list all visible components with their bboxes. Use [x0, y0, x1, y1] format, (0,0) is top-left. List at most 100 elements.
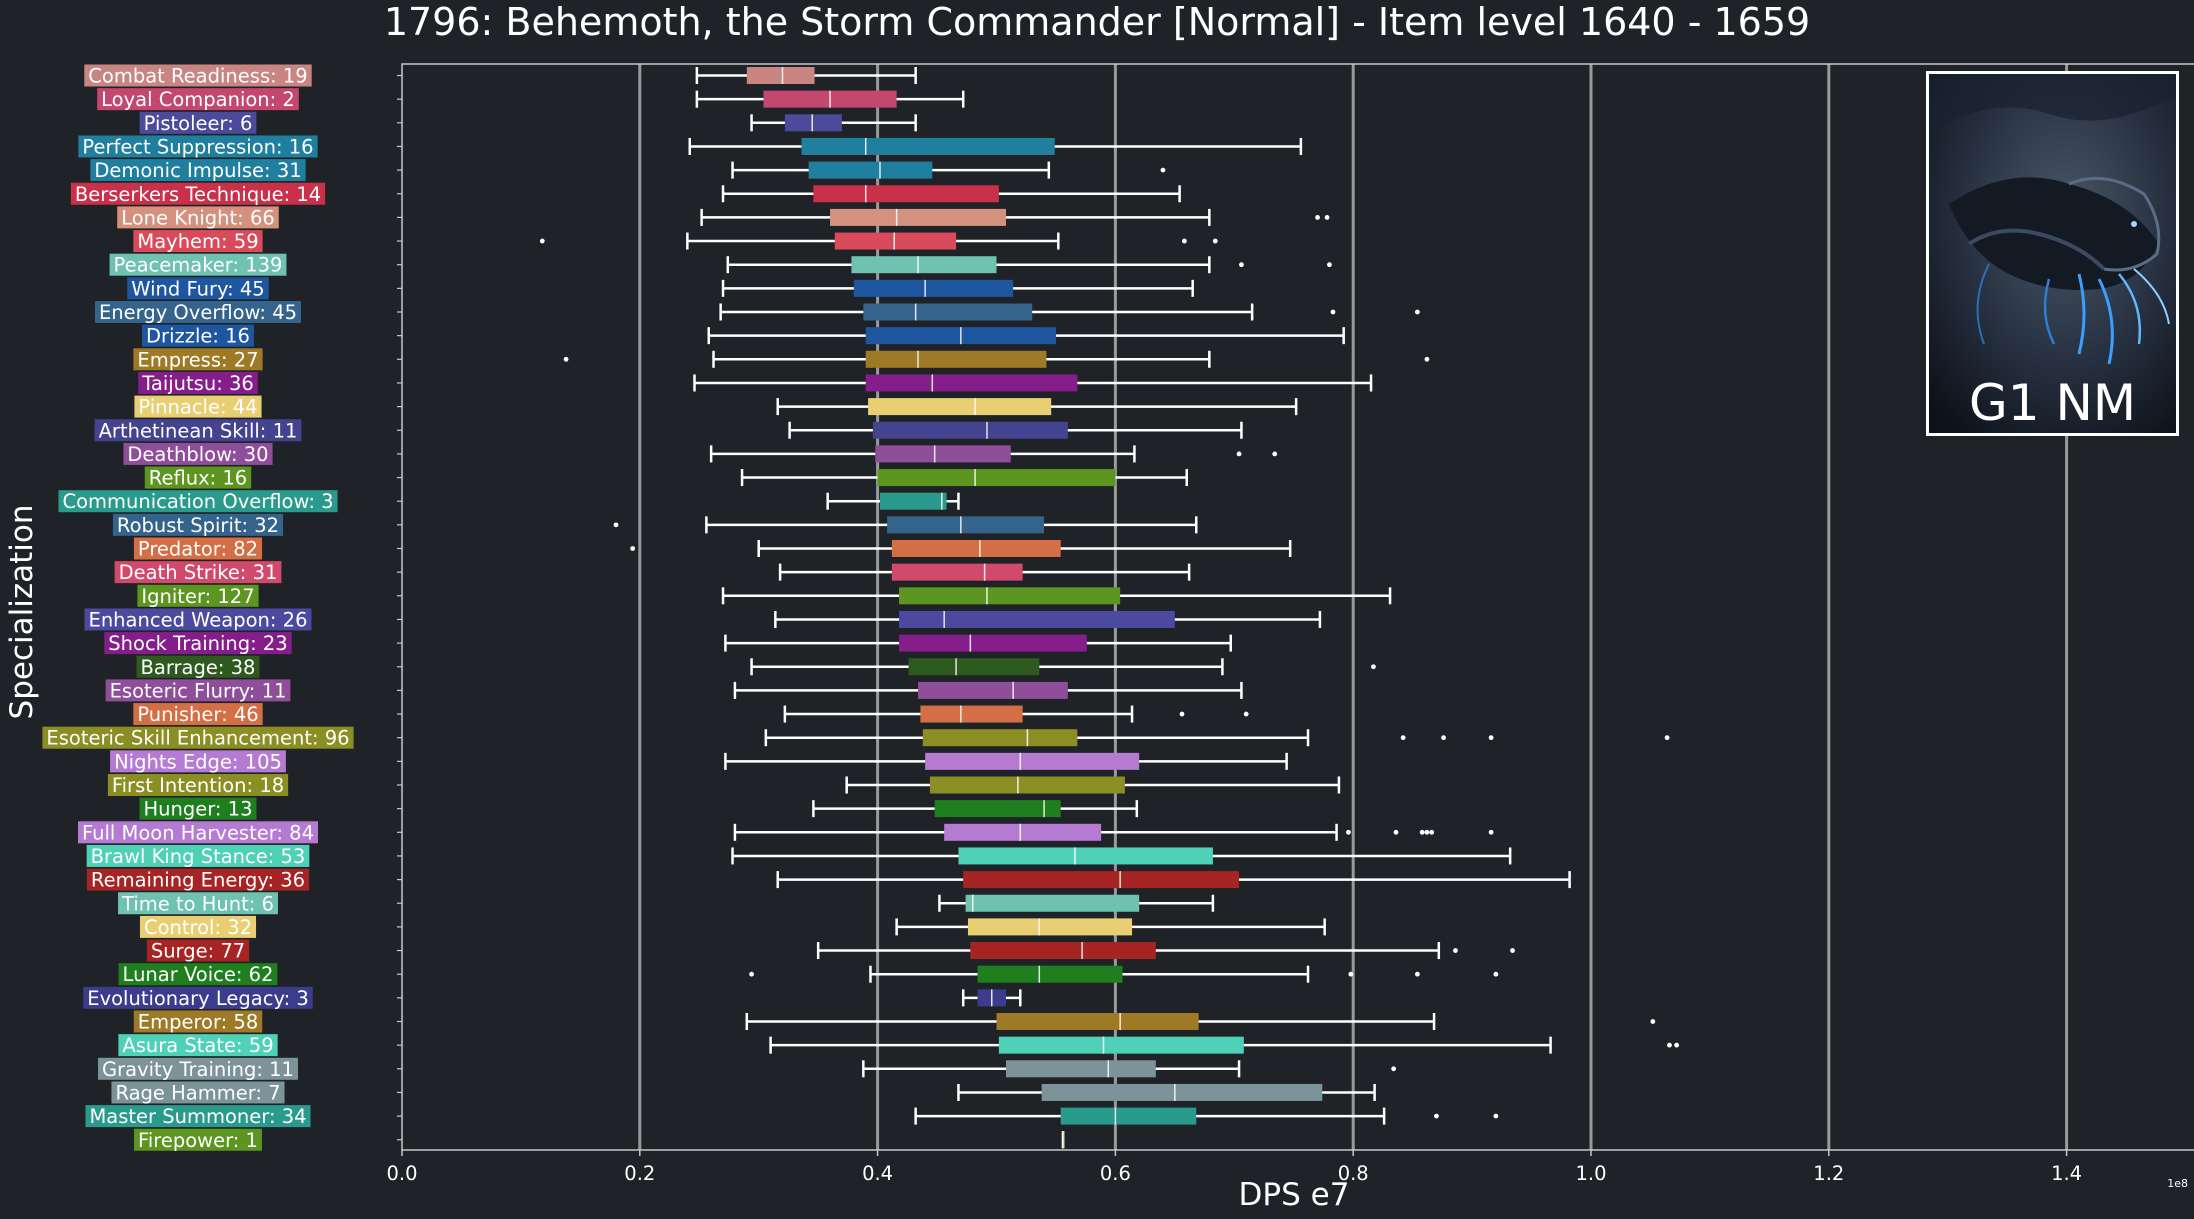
spec-label: Perfect Suppression: 16 [82, 135, 313, 158]
iqr-box [834, 232, 957, 250]
outlier-point [1441, 735, 1446, 741]
spec-label-bg [105, 679, 291, 702]
spec-label: Mayhem: 59 [137, 230, 258, 253]
spec-label-bg [133, 348, 263, 371]
outlier-point [1330, 309, 1336, 315]
spec-label-bg [133, 230, 263, 253]
iqr-box [853, 279, 1014, 297]
spec-label: Robust Spirit: 32 [117, 514, 279, 537]
spec-label-bg [139, 797, 257, 820]
spec-label-bg [84, 64, 312, 87]
iqr-box [868, 398, 1052, 416]
x-tick-label: 0.6 [1100, 1162, 1131, 1185]
outlier-point [1415, 971, 1420, 977]
x-tick-label: 0.0 [386, 1162, 417, 1185]
spec-label: Taijutsu: 36 [141, 372, 254, 395]
iqr-box [863, 303, 1033, 321]
spec-label-bg [97, 88, 299, 111]
spec-label: Control: 32 [144, 916, 252, 939]
spec-label: Time to Hunt: 6 [121, 892, 274, 915]
spec-label-bg [42, 726, 354, 749]
outlier-point [1510, 948, 1515, 953]
thumbnail-caption: G1 NM [1969, 374, 2136, 432]
outlier-point [1324, 215, 1330, 220]
outlier-point [1272, 451, 1278, 457]
spec-label: Lunar Voice: 62 [123, 963, 274, 986]
outlier-point [1667, 1042, 1672, 1048]
outlier-point [1315, 215, 1320, 220]
x-tick-label: 1.0 [1575, 1162, 1606, 1185]
spec-label: Peacemaker: 139 [114, 254, 283, 277]
iqr-box [879, 492, 947, 510]
iqr-box [918, 681, 1068, 699]
outlier-point [1160, 167, 1166, 173]
y-axis-label: Specialization [4, 505, 40, 720]
spec-label: Rage Hammer: 7 [115, 1081, 280, 1104]
spec-label: Loyal Companion: 2 [101, 88, 295, 111]
outlier-point [1674, 1042, 1680, 1048]
spec-label: Shock Training: 23 [108, 632, 287, 655]
spec-label-bg [127, 277, 269, 300]
iqr-box [872, 421, 1068, 439]
outlier-point [1429, 829, 1435, 835]
spec-label-bg [78, 135, 318, 158]
iqr-box [899, 610, 1175, 628]
iqr-box [865, 374, 1078, 392]
iqr-box [998, 1036, 1244, 1054]
outlier-point [1393, 829, 1399, 835]
iqr-box [944, 823, 1102, 841]
spec-label: Communication Overflow: 3 [62, 490, 333, 513]
spec-label-bg [118, 1034, 278, 1057]
spec-label: Empress: 27 [137, 348, 258, 371]
x-tick-label: 1.2 [1813, 1162, 1844, 1185]
iqr-box [934, 800, 1061, 818]
spec-label: Pinnacle: 44 [138, 396, 257, 419]
outlier-point [1327, 262, 1332, 268]
spec-label-bg [94, 419, 302, 442]
spec-label-bg [114, 561, 282, 584]
outlier-point [1346, 829, 1351, 835]
outlier-point [539, 238, 545, 244]
spec-label-bg [109, 253, 287, 276]
spec-label: Enhanced Weapon: 26 [89, 608, 308, 631]
iqr-box [1041, 1083, 1323, 1101]
outlier-point [1434, 1113, 1439, 1119]
outlier-point [1493, 1113, 1499, 1119]
iqr-box [929, 776, 1125, 794]
outlier-point [1400, 735, 1406, 741]
spec-label-bg [86, 844, 310, 867]
spec-label-bg [123, 442, 273, 465]
spec-label-bg [110, 750, 286, 773]
outlier-point [1212, 238, 1218, 244]
spec-label-bg [118, 963, 278, 986]
iqr-box [996, 1013, 1199, 1030]
outlier-point [1243, 711, 1249, 717]
iqr-box [899, 634, 1087, 652]
x-axis-label: DPS e7 [1239, 1177, 1350, 1213]
iqr-box [801, 137, 1055, 155]
spec-label: Barrage: 38 [141, 656, 256, 679]
spec-label-bg [133, 537, 263, 560]
spec-label: First Intention: 18 [112, 774, 284, 797]
spec-label: Predator: 82 [138, 538, 258, 561]
iqr-box [891, 563, 1023, 581]
iqr-box [977, 965, 1123, 983]
spec-label: Remaining Energy: 36 [91, 869, 305, 892]
outlier-point [1493, 971, 1499, 977]
spec-label-bg [104, 632, 292, 655]
spec-label: Esoteric Flurry: 11 [110, 679, 287, 702]
iqr-box [830, 208, 1007, 226]
spec-label: Wind Fury: 45 [131, 277, 264, 300]
outlier-point [1236, 451, 1242, 457]
iqr-box [1060, 1107, 1197, 1125]
outlier-point [1239, 262, 1244, 268]
spec-label-bg [77, 821, 319, 844]
iqr-box [808, 161, 933, 179]
iqr-box [784, 114, 842, 132]
iqr-box [965, 894, 1140, 912]
spec-label: Drizzle: 16 [146, 325, 250, 348]
spec-label: Punisher: 46 [137, 703, 258, 726]
grid-layer [638, 64, 2069, 1150]
spec-label: Energy Overflow: 45 [99, 301, 297, 324]
iqr-box [922, 729, 1078, 747]
